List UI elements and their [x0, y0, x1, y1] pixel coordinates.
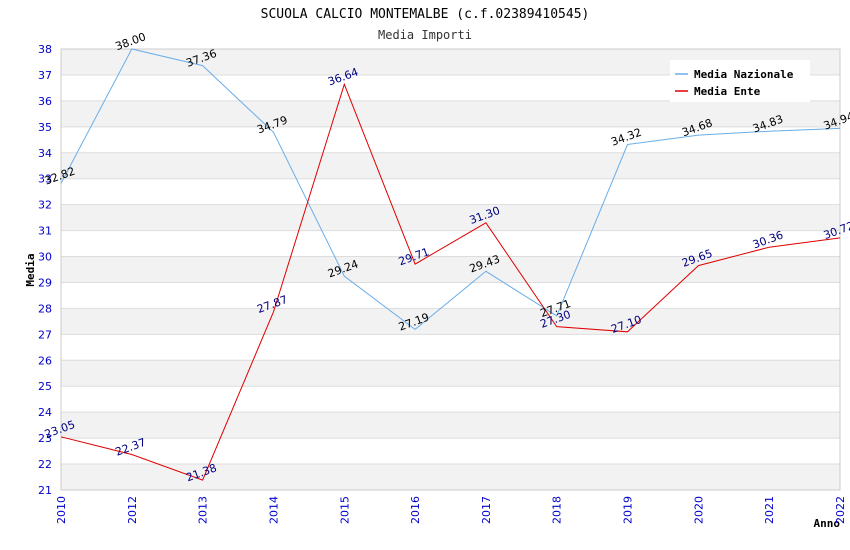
y-axis-ticks: 21 22 23 24 25 26 27 28 29 30 31 32 33 34 35 36 37 38 — [38, 43, 52, 497]
y-tick-label: 24 — [38, 406, 52, 419]
grid-band — [61, 412, 840, 439]
y-tick-label: 33 — [38, 173, 52, 186]
grid-band — [61, 386, 840, 413]
x-tick-label: 2022 — [834, 496, 847, 524]
grid-band — [61, 464, 840, 490]
chart-title: SCUOLA CALCIO MONTEMALBE (c.f.0238941054… — [261, 7, 590, 22]
grid-band — [61, 126, 840, 153]
y-tick-label: 28 — [38, 302, 52, 315]
y-tick-label: 22 — [38, 458, 52, 471]
y-axis-label: Media — [24, 253, 37, 286]
grid-band — [61, 334, 840, 361]
x-tick-label: 2019 — [622, 496, 635, 524]
grid-band — [61, 100, 840, 127]
y-tick-label: 35 — [38, 121, 52, 134]
y-tick-label: 31 — [38, 225, 52, 238]
y-tick-label: 38 — [38, 43, 52, 56]
chart-subtitle: Media Importi — [378, 28, 472, 42]
x-tick-label: 2014 — [267, 496, 280, 524]
grid-band — [61, 204, 840, 231]
legend-box — [670, 60, 810, 102]
y-tick-label: 23 — [38, 432, 52, 445]
x-tick-label: 2016 — [409, 496, 422, 524]
y-tick-label: 36 — [38, 95, 52, 108]
legend-label-nazionale: Media Nazionale — [694, 68, 794, 81]
y-tick-label: 29 — [38, 276, 52, 289]
series-line-ente — [60, 82, 841, 481]
y-tick-label: 27 — [38, 328, 52, 341]
x-axis-ticks: 2010 2012 2013 2014 2015 2016 2017 2018 2019 2020… — [55, 496, 847, 524]
y-tick-label: 25 — [38, 380, 52, 393]
x-tick-label: 2012 — [126, 496, 139, 524]
grid-band — [61, 256, 840, 283]
x-tick-label: 2015 — [338, 496, 351, 524]
grid-band — [61, 282, 840, 309]
x-tick-label: 2010 — [55, 496, 68, 524]
x-tick-label: 2021 — [763, 496, 776, 524]
x-tick-label: 2020 — [692, 496, 705, 524]
y-tick-label: 21 — [38, 484, 52, 497]
y-tick-label: 30 — [38, 251, 52, 264]
y-tick-label: 37 — [38, 69, 52, 82]
legend: Media Nazionale Media Ente — [670, 60, 810, 102]
x-tick-label: 2013 — [197, 496, 210, 524]
y-tick-label: 26 — [38, 354, 52, 367]
legend-label-ente: Media Ente — [694, 85, 761, 98]
series-lines — [60, 48, 841, 481]
x-axis-label: Anno — [814, 517, 841, 530]
plot-area-border — [60, 48, 841, 491]
x-tick-label: 2017 — [480, 496, 493, 524]
grid-band — [61, 178, 840, 205]
y-tick-label: 34 — [38, 147, 52, 160]
grid-bands — [61, 49, 840, 491]
series-line-nazionale — [60, 48, 841, 331]
grid-band — [61, 360, 840, 387]
y-tick-label: 32 — [38, 199, 52, 212]
grid-band — [61, 438, 840, 465]
grid-band — [61, 308, 840, 335]
grid-band — [61, 152, 840, 179]
x-tick-label: 2018 — [551, 496, 564, 524]
